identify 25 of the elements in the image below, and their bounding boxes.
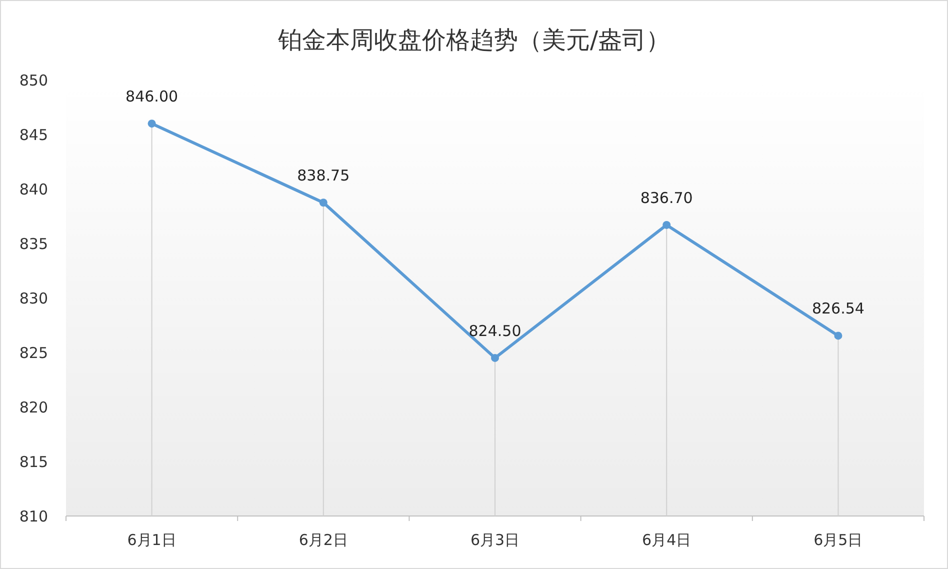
data-label: 824.50 <box>468 322 522 340</box>
y-tick-label: 830 <box>19 289 48 308</box>
data-label: 838.75 <box>297 166 350 185</box>
y-tick-label: 810 <box>19 507 48 526</box>
y-tick-label: 840 <box>19 180 48 198</box>
x-tick-label: 6月1日 <box>127 531 176 549</box>
y-tick-label: 850 <box>19 71 48 90</box>
y-tick-label: 835 <box>19 234 48 253</box>
x-tick-label: 6月5日 <box>814 531 863 549</box>
y-tick-label: 815 <box>19 452 48 471</box>
y-tick-label: 825 <box>19 344 48 362</box>
point <box>491 354 499 362</box>
point <box>148 120 156 128</box>
data-label: 836.70 <box>640 188 693 207</box>
chart-title: 铂金本周收盘价格趋势（美元/盎司） <box>276 26 670 54</box>
x-tick-label: 6月2日 <box>298 531 348 549</box>
y-tick-label: 820 <box>19 398 48 416</box>
point <box>834 332 842 340</box>
data-label: 846.00 <box>126 88 178 106</box>
point <box>319 198 328 207</box>
y-tick-label: 845 <box>19 126 48 144</box>
x-tick-label: 6月3日 <box>470 531 520 549</box>
point <box>662 220 671 229</box>
x-tick-label: 6月4日 <box>642 531 692 549</box>
data-label: 826.54 <box>812 300 864 318</box>
